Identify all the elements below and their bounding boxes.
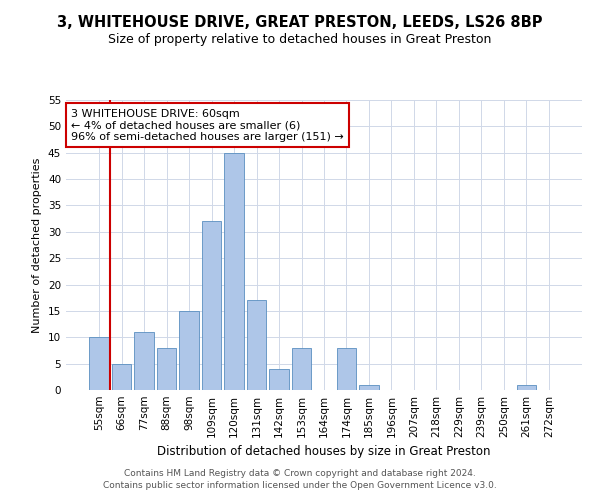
Text: Contains HM Land Registry data © Crown copyright and database right 2024.: Contains HM Land Registry data © Crown c…: [124, 468, 476, 477]
Bar: [269, 369, 289, 390]
Bar: [179, 311, 199, 390]
Bar: [247, 300, 266, 390]
Bar: [359, 384, 379, 390]
Bar: [134, 332, 154, 390]
Text: Size of property relative to detached houses in Great Preston: Size of property relative to detached ho…: [109, 32, 491, 46]
X-axis label: Distribution of detached houses by size in Great Preston: Distribution of detached houses by size …: [157, 446, 491, 458]
Bar: [202, 222, 221, 390]
Bar: [292, 348, 311, 390]
Bar: [224, 152, 244, 390]
Y-axis label: Number of detached properties: Number of detached properties: [32, 158, 43, 332]
Bar: [112, 364, 131, 390]
Text: 3 WHITEHOUSE DRIVE: 60sqm
← 4% of detached houses are smaller (6)
96% of semi-de: 3 WHITEHOUSE DRIVE: 60sqm ← 4% of detach…: [71, 108, 344, 142]
Text: 3, WHITEHOUSE DRIVE, GREAT PRESTON, LEEDS, LS26 8BP: 3, WHITEHOUSE DRIVE, GREAT PRESTON, LEED…: [57, 15, 543, 30]
Bar: [517, 384, 536, 390]
Bar: [157, 348, 176, 390]
Text: Contains public sector information licensed under the Open Government Licence v3: Contains public sector information licen…: [103, 481, 497, 490]
Bar: [337, 348, 356, 390]
Bar: [89, 338, 109, 390]
